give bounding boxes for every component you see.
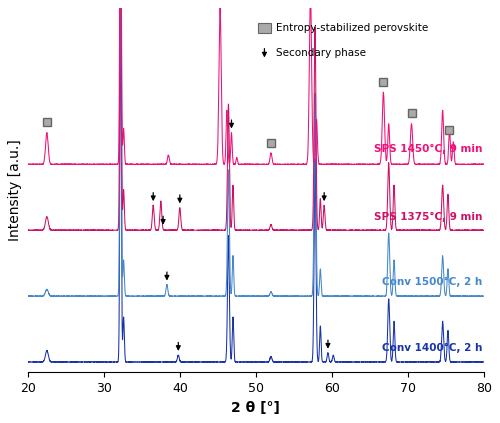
- Text: Conv 1500°C, 2 h: Conv 1500°C, 2 h: [382, 277, 482, 288]
- Y-axis label: Intensity [a.u.]: Intensity [a.u.]: [8, 140, 22, 241]
- Text: Conv 1400°C, 2 h: Conv 1400°C, 2 h: [382, 343, 482, 353]
- Bar: [258, 22, 271, 33]
- Text: SPS 1375°C, 9 min: SPS 1375°C, 9 min: [374, 212, 482, 222]
- Text: Secondary phase: Secondary phase: [276, 48, 366, 58]
- X-axis label: 2 θ [°]: 2 θ [°]: [232, 401, 280, 415]
- Text: Entropy-stabilized perovskite: Entropy-stabilized perovskite: [276, 22, 428, 33]
- Text: SPS 1450°C, 9 min: SPS 1450°C, 9 min: [374, 144, 482, 154]
